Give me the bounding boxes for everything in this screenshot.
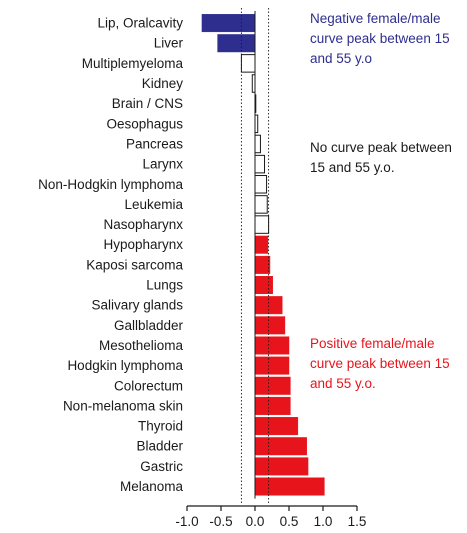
bar-multiplemyeloma <box>240 54 256 73</box>
category-labels: Lip, Oralcavity Liver Multiplemyeloma Kidne… <box>38 16 183 494</box>
bar-non-hodgkin-lymphoma <box>254 175 268 194</box>
x-tick-label: 1.5 <box>348 514 367 529</box>
bar-larynx <box>254 154 266 174</box>
bar-leukemia <box>254 195 268 214</box>
category-label: Brain / CNS <box>112 96 183 111</box>
category-label: Leukemia <box>124 197 183 212</box>
category-label: Lip, Oralcavity <box>97 16 183 31</box>
bar-kaposi-sarcoma <box>254 255 271 274</box>
category-label: Mesothelioma <box>99 338 184 353</box>
bar-gallbladder <box>254 316 286 335</box>
bar-pancreas <box>254 134 261 154</box>
category-label: Melanoma <box>120 479 184 494</box>
category-label: Kaposi sarcoma <box>86 257 183 272</box>
reference-lines <box>240 8 270 503</box>
bar-gastric <box>254 457 309 476</box>
category-label: Larynx <box>142 157 183 172</box>
category-label: Liver <box>154 36 184 51</box>
bar-bladder <box>254 437 307 456</box>
bar-lip-oralcavity <box>201 14 256 33</box>
x-tick-label: -1.0 <box>175 514 198 529</box>
bars-layer <box>201 14 325 496</box>
x-tick-label: 0.5 <box>280 514 299 529</box>
category-label: Thyroid <box>138 419 183 434</box>
x-tick-label: 1.0 <box>314 514 333 529</box>
category-label: Kidney <box>142 76 184 91</box>
category-label: Gallbladder <box>114 318 184 333</box>
category-label: Non-melanoma skin <box>63 398 183 413</box>
category-label: Bladder <box>136 439 183 454</box>
bar-melanoma <box>254 477 325 496</box>
bar-hypopharynx <box>254 235 269 254</box>
annotation-positive: Positive female/male curve peak between … <box>310 336 450 391</box>
category-label: Oesophagus <box>106 116 183 131</box>
x-axis: -1.0 -0.5 0.0 0.5 1.0 1.5 <box>175 505 367 529</box>
bar-hodgkin-lymphoma <box>254 356 290 375</box>
category-label: Pancreas <box>126 136 183 151</box>
bar-liver <box>217 34 256 53</box>
annotation-no-peak: No curve peak between 15 and 55 y.o. <box>310 140 452 175</box>
category-label: Gastric <box>140 459 183 474</box>
bar-non-melanoma-skin <box>254 396 291 415</box>
x-tick-label: -0.5 <box>209 514 232 529</box>
category-label: Salivary glands <box>91 298 183 313</box>
x-tick-label: 0.0 <box>246 514 265 529</box>
category-label: Hodgkin lymphoma <box>67 358 183 373</box>
category-label: Lungs <box>146 278 183 293</box>
category-label: Non-Hodgkin lymphoma <box>38 177 183 192</box>
category-label: Multiplemyeloma <box>82 56 184 71</box>
bar-mesothelioma <box>254 336 290 355</box>
bar-lungs <box>254 276 273 295</box>
annotation-negative: Negative female/male curve peak between … <box>310 11 450 66</box>
bar-thyroid <box>254 417 299 436</box>
category-label: Colorectum <box>114 378 183 393</box>
bar-nasopharynx <box>254 215 270 234</box>
bar-colorectum <box>254 376 291 395</box>
category-label: Nasopharynx <box>103 217 183 232</box>
category-label: Hypopharynx <box>103 237 183 252</box>
